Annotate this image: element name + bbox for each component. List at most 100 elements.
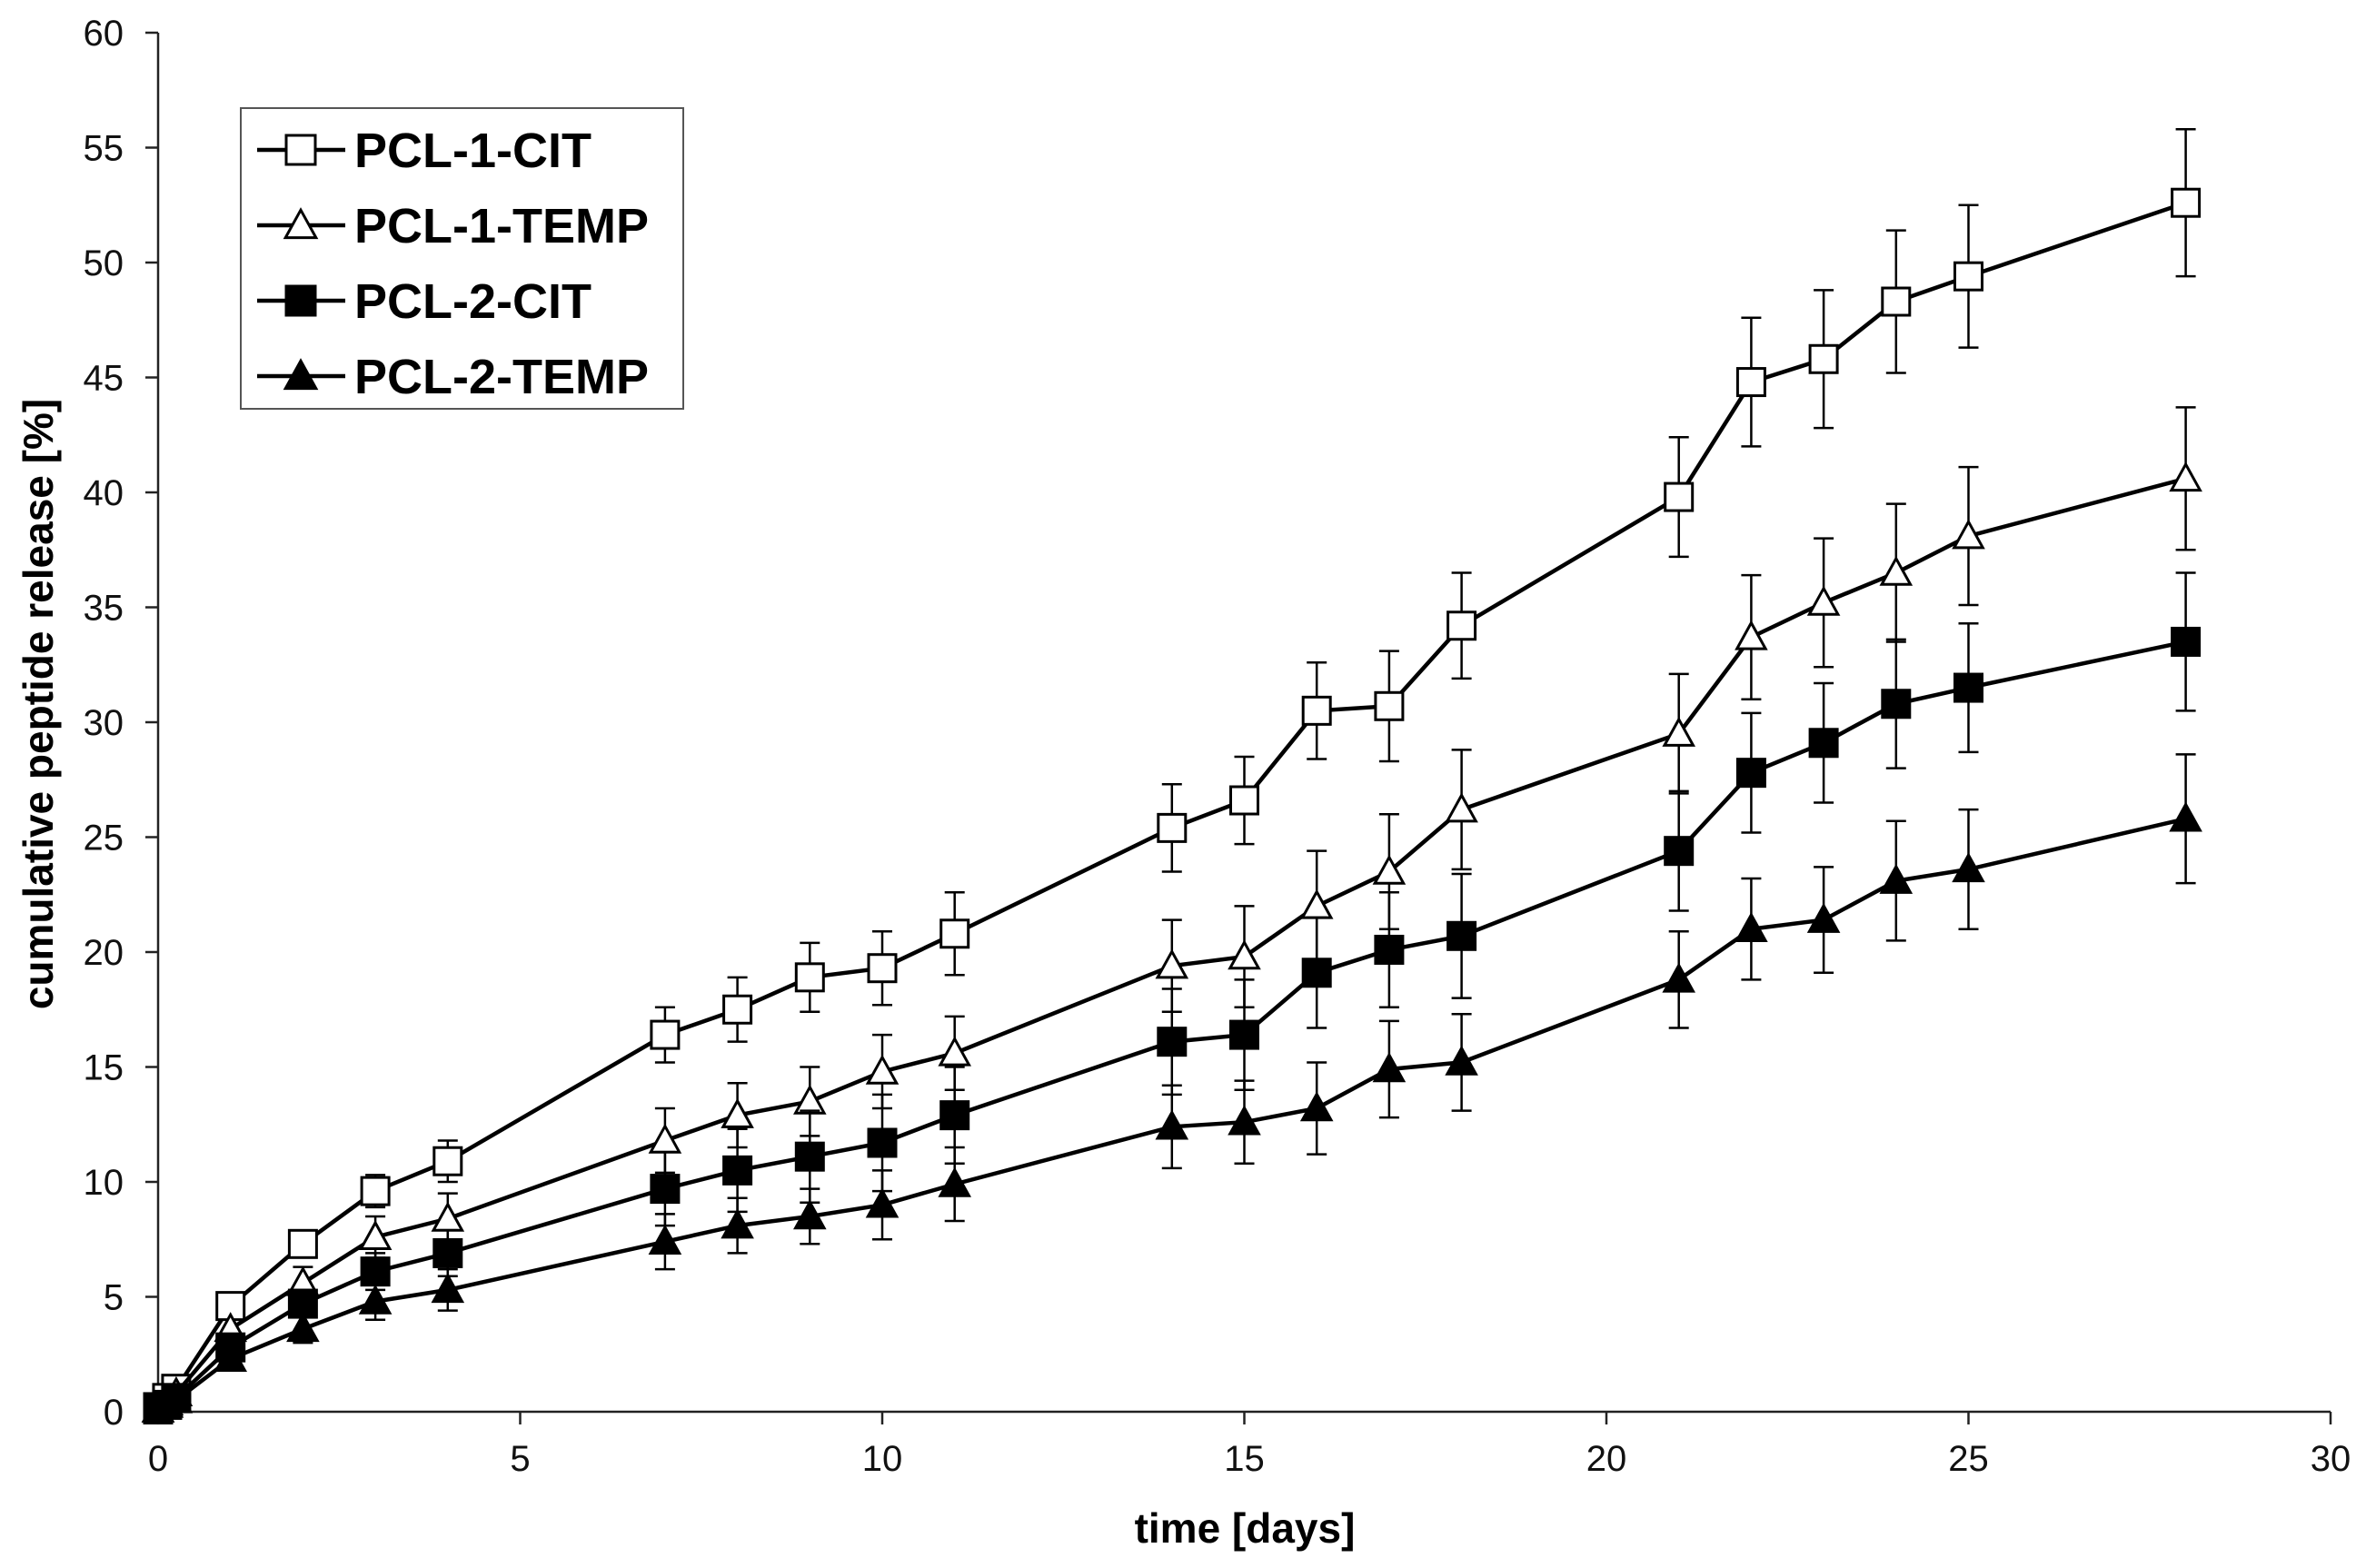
x-axis-title: time [days]: [1135, 1504, 1356, 1552]
y-tick-label: 60: [84, 14, 124, 54]
y-tick-label: 25: [84, 819, 124, 858]
x-tick-label: 5: [510, 1439, 530, 1479]
series-layer: [141, 128, 2202, 1424]
x-tick-label: 20: [1586, 1439, 1627, 1479]
y-tick-label: 45: [84, 359, 124, 399]
data-point: [865, 1187, 900, 1218]
legend: PCL-1-CIT PCL-1-TEMP PCL-2-CIT PCL-2-TEMP: [240, 107, 684, 410]
data-point: [287, 1228, 318, 1259]
data-point: [938, 1036, 971, 1067]
y-tick-label: 35: [84, 589, 124, 629]
data-point: [867, 953, 898, 984]
x-tick-label: 30: [2311, 1439, 2351, 1479]
data-point: [1228, 1105, 1261, 1136]
data-point: [431, 1273, 465, 1304]
data-point: [1301, 695, 1332, 726]
data-point: [1301, 958, 1332, 988]
data-point: [721, 1097, 754, 1128]
x-tick-label: 10: [862, 1439, 903, 1479]
data-point: [1374, 690, 1405, 721]
data-point: [1299, 1091, 1334, 1122]
y-tick-label: 10: [84, 1163, 124, 1203]
data-point: [1953, 672, 1983, 703]
data-point: [1952, 852, 1985, 883]
y-tick-label: 40: [84, 473, 124, 513]
y-axis-title: cumulative peptide release [%]: [15, 399, 62, 1009]
data-point: [2169, 461, 2202, 492]
data-point: [794, 962, 825, 993]
data-point: [1372, 1052, 1407, 1083]
x-tick-label: 0: [148, 1439, 168, 1479]
data-point: [360, 1176, 391, 1206]
data-point: [358, 1219, 393, 1250]
data-point: [939, 1100, 970, 1131]
data-point: [1735, 367, 1766, 398]
x-tick-label: 15: [1224, 1439, 1265, 1479]
data-point: [1157, 812, 1188, 843]
data-point: [2171, 187, 2202, 218]
data-point: [1662, 716, 1695, 747]
legend-marker: [283, 358, 319, 391]
data-point: [1229, 785, 1259, 816]
data-point: [432, 1237, 463, 1268]
data-point: [360, 1256, 391, 1287]
data-point: [1808, 343, 1839, 374]
y-tick-label: 15: [84, 1048, 124, 1088]
data-point: [1374, 934, 1405, 965]
data-point: [1953, 261, 1983, 292]
data-point: [1952, 519, 1985, 550]
legend-label: PCL-1-CIT: [354, 124, 591, 178]
series-pcl-1-temp: [141, 406, 2202, 1423]
data-point: [432, 1146, 463, 1176]
data-point: [1299, 888, 1334, 919]
data-point: [1372, 854, 1407, 885]
data-point: [1664, 836, 1695, 867]
data-point: [1735, 911, 1768, 942]
data-point: [1229, 1019, 1259, 1050]
data-point: [1881, 286, 1912, 317]
legend-marker: [283, 207, 319, 240]
data-point: [722, 994, 753, 1025]
data-point: [1662, 962, 1695, 993]
data-point: [648, 1224, 682, 1255]
data-point: [431, 1201, 465, 1232]
data-point: [867, 1127, 898, 1158]
data-point: [722, 1155, 753, 1186]
x-ticks: 0 5 10 15 20 25 30: [148, 1412, 2351, 1479]
legend-label: PCL-2-CIT: [354, 274, 591, 329]
series-pcl-2-temp: [141, 753, 2202, 1423]
data-point: [865, 1054, 900, 1085]
data-point: [1228, 939, 1261, 970]
data-point: [793, 1199, 827, 1230]
data-point: [1446, 920, 1477, 951]
data-point: [1735, 620, 1768, 650]
y-tick-label: 50: [84, 243, 124, 283]
legend-label: PCL-1-TEMP: [354, 199, 649, 253]
y-ticks: 0 5 10 15 20 25 30 35 40 45 50 55 60: [84, 14, 158, 1433]
y-tick-label: 20: [84, 933, 124, 973]
data-point: [1806, 585, 1841, 616]
x-tick-label: 25: [1948, 1439, 1989, 1479]
data-point: [1735, 758, 1766, 789]
data-point: [1808, 728, 1839, 759]
data-point: [214, 1341, 247, 1373]
data-point: [2169, 801, 2202, 832]
data-point: [1157, 1027, 1188, 1057]
data-point: [286, 1312, 320, 1343]
data-point: [650, 1174, 681, 1205]
legend-marker: [284, 134, 317, 166]
data-point: [1445, 1045, 1478, 1076]
data-point: [1155, 1109, 1189, 1140]
y-tick-label: 30: [84, 703, 124, 743]
data-point: [793, 1084, 827, 1115]
legend-marker: [284, 284, 317, 317]
legend-label: PCL-2-TEMP: [354, 350, 649, 404]
data-point: [1445, 792, 1478, 823]
data-point: [938, 1166, 971, 1197]
data-point: [1879, 863, 1914, 894]
data-point: [358, 1284, 393, 1315]
data-point: [1155, 948, 1189, 979]
data-point: [1446, 610, 1477, 641]
y-tick-label: 0: [104, 1393, 124, 1433]
